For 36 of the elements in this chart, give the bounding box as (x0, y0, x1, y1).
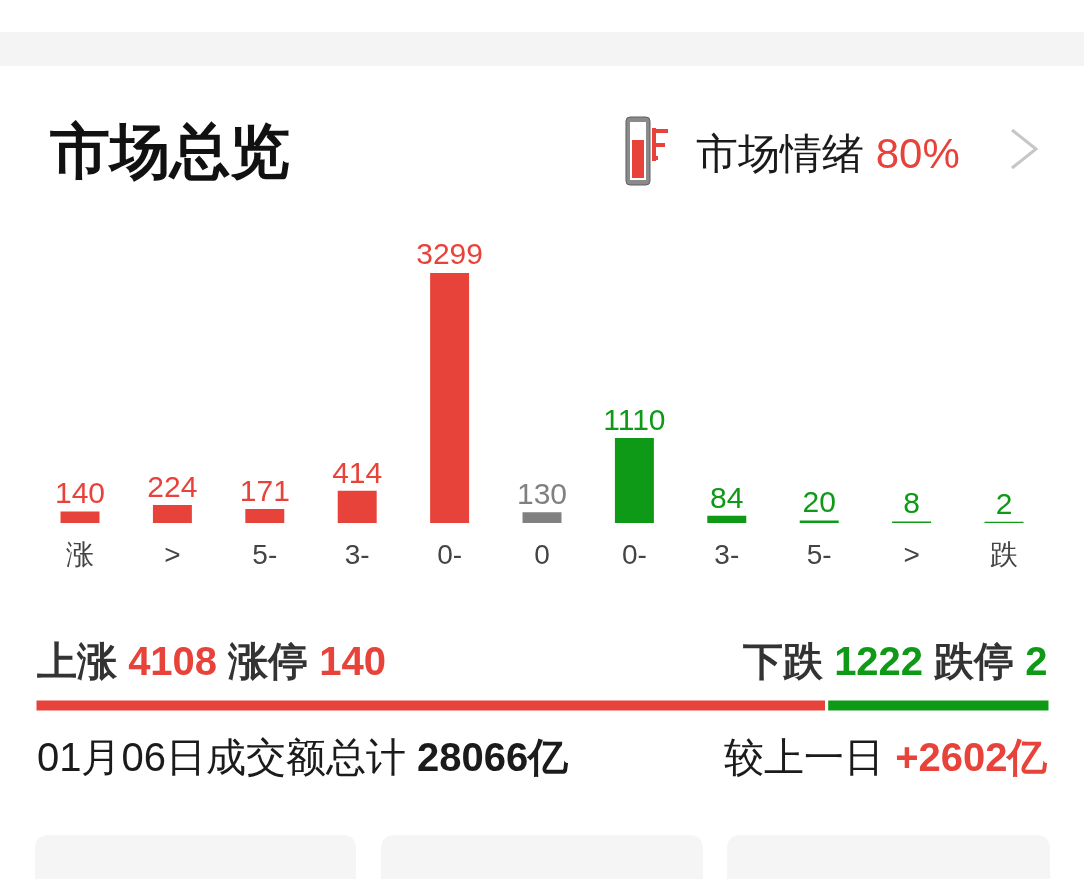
data-label: 2 (995, 486, 1013, 520)
data-label: 8 (903, 486, 920, 520)
data-label: 1110 (603, 402, 666, 436)
bar (522, 512, 562, 523)
bar (707, 515, 747, 523)
x-tick-label: 5- (252, 539, 278, 570)
x-tick-label: 0 (534, 539, 550, 570)
data-label: 130 (516, 477, 568, 511)
chart-title: 市场总览 (49, 118, 290, 185)
data-label: 171 (239, 474, 290, 508)
x-tick-label: 0- (621, 539, 647, 570)
text: 下跌 1222 跌停 2 (743, 639, 1048, 683)
data-label: 20 (802, 485, 836, 519)
data-label: 140 (54, 476, 106, 510)
bar (152, 505, 192, 523)
x-tick-label: 3- (344, 539, 370, 570)
x-tick-label: 涨 (66, 539, 94, 570)
text: 较上一日 +2602亿 (724, 735, 1049, 779)
data-label: 414 (332, 455, 383, 489)
bar (337, 490, 377, 523)
text: 01月06日成交额总计 28066亿 (37, 735, 570, 779)
bar (245, 509, 285, 523)
x-tick-label: > (164, 539, 181, 570)
text: 市场情绪 80% (696, 130, 960, 177)
text: 上涨 4108 涨停 140 (37, 639, 387, 683)
x-tick-label: 3- (714, 539, 740, 570)
bar (614, 437, 654, 523)
x-tick-label: 5- (806, 539, 832, 570)
data-label: 3299 (416, 237, 483, 270)
bar (60, 511, 100, 523)
x-tick-label: 跌 (990, 539, 1018, 570)
x-tick-label: > (903, 539, 920, 570)
data-label: 224 (147, 470, 198, 504)
bar (430, 273, 470, 523)
data-label: 84 (710, 480, 744, 514)
x-tick-label: 0- (437, 539, 463, 570)
